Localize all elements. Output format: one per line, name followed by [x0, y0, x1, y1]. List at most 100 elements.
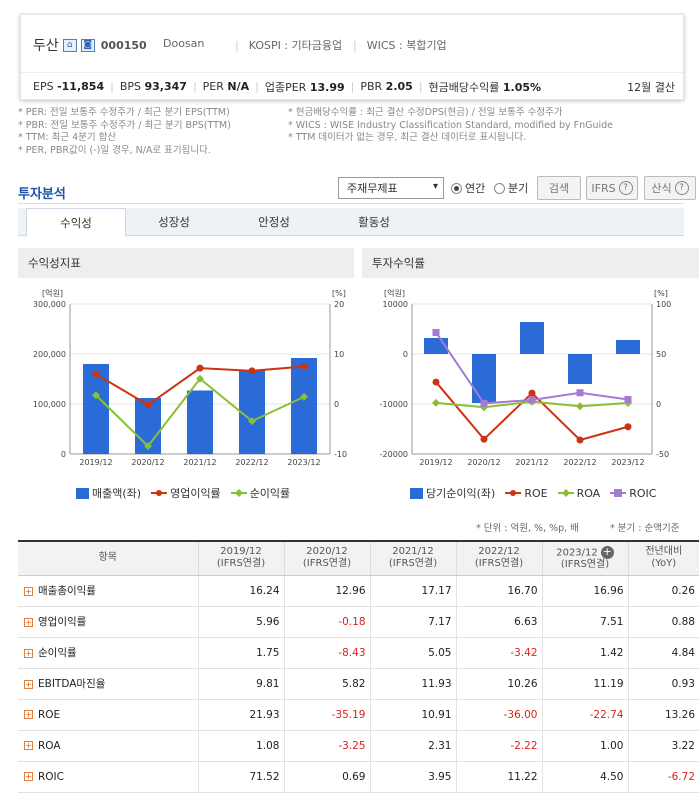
series-point	[528, 396, 536, 404]
table-cell: 11.93	[369, 668, 456, 700]
expand-row-icon[interactable]: +	[24, 772, 33, 781]
table-cell: 11.19	[541, 668, 628, 700]
legend-item: ROA	[557, 487, 600, 500]
row-label[interactable]: + ROIC	[18, 761, 198, 793]
table-cell: 10.91	[369, 699, 456, 731]
table-cell: 1.08	[197, 730, 284, 762]
row-name: ROE	[38, 708, 61, 721]
x-tick: 2021/12	[515, 458, 548, 467]
y-tick-left: 300,000	[33, 300, 66, 309]
formula-help-button[interactable]: 산식 ?	[644, 176, 696, 200]
series-point	[624, 396, 632, 403]
ifrs-help-button[interactable]: IFRS ?	[586, 176, 638, 200]
y-tick-left: 200,000	[33, 350, 66, 359]
row-label[interactable]: + ROA	[18, 730, 198, 762]
statement-type-select[interactable]: 주재무제표 ▾	[338, 177, 444, 199]
row-label[interactable]: + 매출총이익률	[18, 575, 198, 607]
tab-growth[interactable]: 성장성	[158, 215, 190, 229]
tab-profitability[interactable]: 수익성	[26, 208, 126, 237]
note: * PER: 전일 보통주 수정주가 / 최근 분기 EPS(TTM)	[18, 107, 230, 118]
search-button[interactable]: 검색	[537, 176, 581, 200]
analysis-tabs: 수익성 성장성 안정성 활동성	[18, 208, 684, 237]
y-tick-left: -10000	[380, 400, 408, 409]
returns-chart: [억원] [%] 10000 0 -10000 -20000 100 50 0 -50 2019/1…	[380, 288, 672, 467]
ir-icon[interactable]: ◙	[80, 38, 95, 52]
series-point	[92, 370, 100, 378]
table-row: + ROE 21.93 -35.19 10.91 -36.00 -22.74 13.26	[18, 699, 699, 731]
radio-quarterly[interactable]: 분기	[494, 180, 528, 196]
company-name: 두산	[33, 38, 59, 54]
section-title: 투자분석	[18, 187, 66, 202]
radio-label: 분기	[508, 182, 529, 195]
axis-unit-right: [%]	[332, 289, 346, 298]
series-point	[576, 402, 584, 411]
legend-swatch-red	[505, 490, 522, 496]
table-cell: 0.93	[627, 668, 699, 700]
expand-row-icon[interactable]: +	[24, 586, 33, 596]
table-cell: 3.95	[369, 761, 456, 793]
series-point	[92, 391, 100, 400]
legend-swatch-green	[230, 489, 247, 497]
table-cell: 2.31	[369, 730, 456, 762]
table-cell: 0.26	[627, 575, 699, 607]
table-cell: 16.70	[455, 575, 542, 607]
x-tick: 2020/12	[131, 458, 164, 467]
row-label[interactable]: + 영업이익률	[18, 606, 198, 638]
y-tick-right: 0	[656, 400, 661, 409]
question-icon: ?	[674, 181, 689, 195]
x-tick: 2023/12	[611, 458, 644, 467]
row-label[interactable]: + ROE	[18, 699, 198, 731]
tab-stability[interactable]: 안정성	[258, 215, 290, 229]
y-tick-right: 50	[656, 350, 666, 359]
expand-row-icon[interactable]: +	[24, 679, 33, 689]
table-cell: -8.43	[283, 637, 370, 669]
table-header-col: 2021/12 (IFRS연결)	[369, 540, 456, 576]
legend-item: ROIC	[610, 487, 656, 500]
series-point	[300, 392, 308, 401]
row-label[interactable]: + EBITDA마진율	[18, 668, 198, 700]
x-tick: 2020/12	[467, 458, 500, 467]
table-cell: 3.22	[627, 730, 699, 762]
series-point	[248, 367, 256, 375]
home-icon[interactable]: ⌂	[62, 38, 77, 52]
metric-bps: BPS 93,347	[119, 80, 187, 93]
series-point	[528, 389, 536, 397]
section-divider	[18, 203, 684, 204]
expand-row-icon[interactable]: +	[24, 617, 33, 627]
y-tick-right: 20	[334, 300, 344, 309]
row-label[interactable]: + 순이익률	[18, 637, 198, 669]
ifrs-label: IFRS	[591, 181, 616, 195]
expand-columns-icon[interactable]: +	[600, 545, 614, 559]
bar	[472, 354, 496, 403]
tab-activity[interactable]: 활동성	[358, 215, 390, 229]
note: * WICS : WISE Industry Classification St…	[288, 119, 614, 131]
expand-row-icon[interactable]: +	[24, 648, 33, 658]
expand-row-icon[interactable]: +	[24, 741, 33, 750]
table-row: + 매출총이익률 16.24 12.96 17.17 16.70 16.96 0.26	[18, 575, 699, 607]
expand-row-icon[interactable]: +	[24, 710, 33, 719]
table-cell: 16.24	[197, 575, 284, 607]
radio-annual[interactable]: 연간	[451, 180, 485, 196]
note: * PBR: 전일 보통주 수정주가 / 최근 분기 BPS(TTM)	[18, 119, 231, 131]
axis-unit-left: [억원]	[42, 288, 63, 298]
x-tick: 2019/12	[419, 458, 452, 467]
series-point	[144, 401, 152, 409]
y-tick-left: -20000	[380, 450, 408, 459]
formula-label: 산식	[651, 182, 672, 195]
row-name: ROIC	[38, 770, 64, 783]
table-cell: 7.17	[369, 606, 456, 638]
quarter-basis-note: * 분기 : 순액기준	[610, 523, 680, 534]
series-point	[248, 417, 256, 426]
company-english-name: Doosan	[163, 37, 205, 50]
legend-left: 매출액(좌) 영업이익률 순이익률	[76, 485, 296, 501]
radio-dot-icon	[451, 182, 462, 194]
bar	[568, 354, 592, 384]
legend-swatch-green	[557, 489, 574, 497]
x-tick: 2022/12	[235, 458, 268, 467]
note: * 현금배당수익률 : 최근 결산 수정DPS(현금) / 전일 보통주 수정주…	[288, 107, 563, 118]
bar	[616, 340, 640, 354]
series-point	[432, 398, 440, 407]
y-tick-left: 10000	[383, 300, 408, 309]
notes-left: * PER: 전일 보통주 수정주가 / 최근 분기 EPS(TTM) * PB…	[18, 107, 231, 157]
bar	[187, 390, 213, 454]
